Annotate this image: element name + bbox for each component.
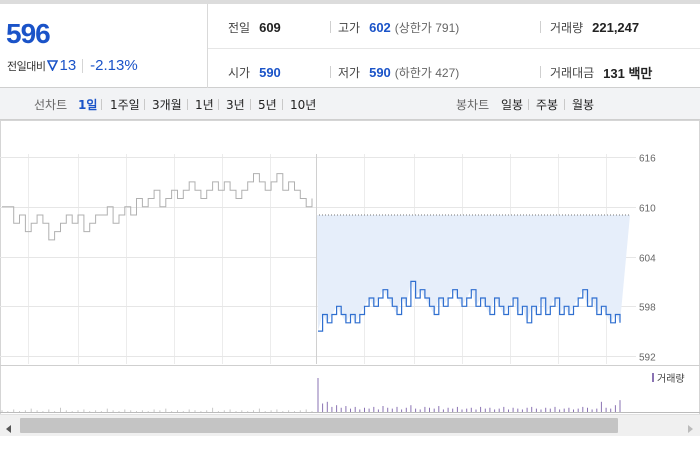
open-label: 시가 [228, 65, 251, 80]
tab-1day[interactable]: 1일 [78, 98, 98, 112]
tab-10year[interactable]: 10년 [290, 98, 317, 112]
change-value: 13 [59, 57, 77, 74]
divider [540, 66, 541, 78]
volume-legend-label: 거래량 [657, 373, 685, 385]
divider [330, 21, 331, 33]
high-value: 602 [369, 19, 391, 35]
low-label: 저가 [338, 65, 361, 80]
upper-limit: (상한가 791) [394, 20, 460, 35]
chart-area[interactable]: 616 610 604 598 592 거래량 [0, 120, 700, 418]
low-cell: 저가 590 (하한가 427) [338, 62, 459, 82]
amount-label: 거래대금 [550, 65, 595, 80]
tab-monthly-candle[interactable]: 월봉 [572, 98, 595, 112]
chart-scrollbar[interactable] [0, 414, 700, 436]
line-chart-label: 선차트 [34, 98, 68, 112]
divider [82, 58, 84, 73]
today-line [318, 280, 621, 332]
quote-panel: 596 전일대비 13 -2.13% 전일 609 고가 602 (상한가 79… [0, 0, 700, 88]
divider [208, 48, 700, 49]
volume-cell: 거래량 221,247 [550, 17, 639, 37]
high-cell: 고가 602 (상한가 791) [338, 17, 459, 37]
open-value: 590 [259, 64, 281, 80]
divider [101, 99, 102, 110]
scroll-thumb[interactable] [20, 418, 618, 433]
volume-label: 거래량 [550, 20, 584, 35]
lower-limit: (하한가 427) [394, 65, 460, 80]
divider [144, 99, 145, 110]
divider [330, 66, 331, 78]
divider [282, 99, 283, 110]
y-tick-label: 592 [639, 353, 656, 364]
y-tick-label: 616 [639, 154, 656, 165]
divider [218, 99, 219, 110]
open-cell: 시가 590 [228, 62, 281, 82]
change-rate: -2.13% [90, 57, 138, 74]
previous-day-line [2, 173, 313, 241]
change-label: 전일대비 [7, 59, 46, 73]
amount-value: 131 백만 [603, 65, 653, 81]
scroll-left-icon[interactable] [3, 420, 15, 433]
prev-close-value: 609 [259, 19, 281, 35]
tab-1year[interactable]: 1년 [195, 98, 214, 112]
tab-5year[interactable]: 5년 [258, 98, 277, 112]
amount-cell: 거래대금 131 백만 [550, 62, 652, 82]
divider [540, 21, 541, 33]
bottom-padding [0, 436, 700, 450]
current-price: 596 [6, 18, 51, 49]
tab-3year[interactable]: 3년 [226, 98, 245, 112]
scroll-right-icon[interactable] [684, 420, 696, 433]
divider [564, 99, 565, 110]
y-tick-label: 610 [639, 204, 656, 215]
volume-legend-swatch [652, 373, 654, 382]
y-tick-label: 598 [639, 303, 656, 314]
tab-weekly-candle[interactable]: 주봉 [536, 98, 559, 112]
tab-1week[interactable]: 1주일 [110, 98, 140, 112]
tab-daily-candle[interactable]: 일봉 [501, 98, 524, 112]
divider [528, 99, 529, 110]
tab-3month[interactable]: 3개월 [152, 98, 182, 112]
below-prev-close-area [316, 215, 630, 332]
y-tick-label: 604 [639, 254, 656, 265]
down-triangle-icon [47, 56, 59, 75]
high-label: 고가 [338, 20, 361, 35]
prev-close-cell: 전일 609 [228, 17, 281, 37]
volume-value: 221,247 [592, 19, 640, 35]
divider [250, 99, 251, 110]
change-row: 전일대비 13 -2.13% [7, 56, 138, 75]
candle-chart-label: 봉차트 [456, 98, 490, 112]
period-tab-bar: 선차트 1일 1주일 3개월 1년 3년 5년 10년 봉차트 일봉 주봉 월봉 [0, 88, 700, 120]
low-value: 590 [369, 64, 391, 80]
divider [187, 99, 188, 110]
prev-close-label: 전일 [228, 20, 251, 35]
price-box: 596 전일대비 13 -2.13% [0, 4, 208, 88]
